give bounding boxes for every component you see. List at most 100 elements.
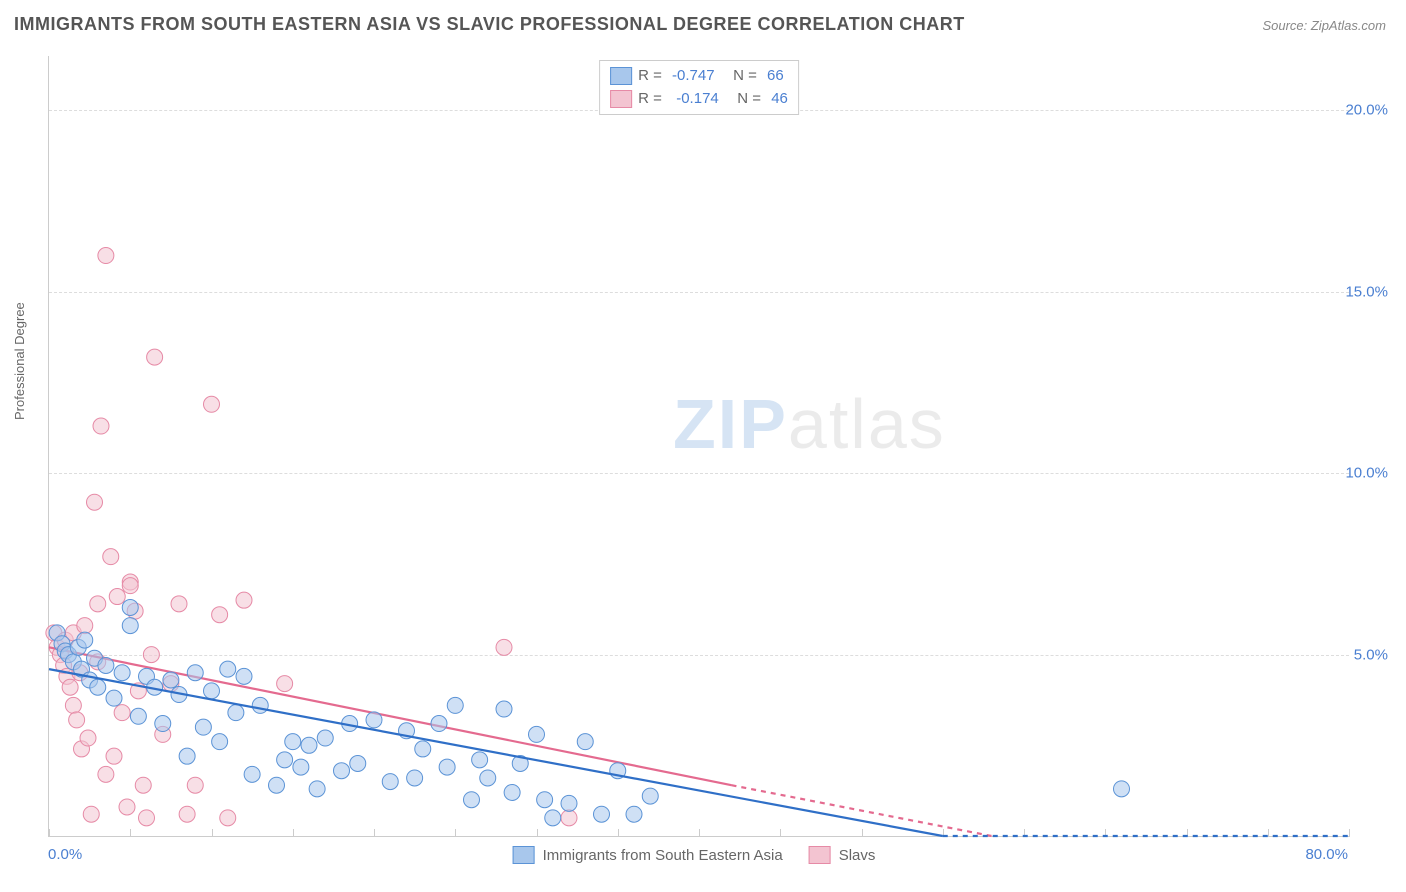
legend-swatch	[610, 67, 632, 85]
legend-swatch	[610, 90, 632, 108]
trend-line	[732, 785, 992, 836]
data-point	[98, 766, 114, 782]
data-point	[106, 690, 122, 706]
data-point	[83, 806, 99, 822]
data-point	[93, 418, 109, 434]
data-point	[90, 596, 106, 612]
data-point	[135, 777, 151, 793]
data-point	[119, 799, 135, 815]
series-legend: Immigrants from South Eastern AsiaSlavs	[513, 846, 894, 864]
data-point	[98, 657, 114, 673]
data-point	[204, 396, 220, 412]
data-point	[65, 697, 81, 713]
data-point	[480, 770, 496, 786]
data-point	[212, 734, 228, 750]
data-point	[212, 607, 228, 623]
data-point	[244, 766, 260, 782]
y-tick-label: 20.0%	[1345, 102, 1388, 119]
data-point	[1114, 781, 1130, 797]
data-point	[195, 719, 211, 735]
data-point	[293, 759, 309, 775]
data-point	[179, 806, 195, 822]
legend-swatch	[809, 846, 831, 864]
y-tick-label: 5.0%	[1354, 646, 1388, 663]
source-label: Source:	[1262, 18, 1310, 33]
x-axis-max-label: 80.0%	[1305, 846, 1348, 863]
data-point	[472, 752, 488, 768]
legend-r-value: -0.174	[676, 88, 719, 111]
data-point	[143, 647, 159, 663]
data-point	[147, 349, 163, 365]
x-axis-min-label: 0.0%	[48, 846, 82, 863]
data-point	[561, 795, 577, 811]
data-point	[114, 705, 130, 721]
data-point	[122, 578, 138, 594]
data-point	[277, 676, 293, 692]
legend-n-label: N =	[725, 88, 765, 111]
data-point	[464, 792, 480, 808]
data-point	[80, 730, 96, 746]
data-point	[350, 755, 366, 771]
data-point	[109, 589, 125, 605]
data-point	[171, 596, 187, 612]
data-point	[187, 665, 203, 681]
data-point	[366, 712, 382, 728]
data-point	[496, 639, 512, 655]
data-point	[220, 810, 236, 826]
data-point	[504, 784, 520, 800]
trend-line	[49, 647, 732, 785]
data-point	[228, 705, 244, 721]
data-point	[77, 632, 93, 648]
legend-r-label: R =	[638, 65, 666, 88]
data-point	[77, 618, 93, 634]
data-point	[415, 741, 431, 757]
source-value: ZipAtlas.com	[1311, 18, 1386, 33]
legend-row: R = -0.747 N = 66	[610, 65, 788, 88]
data-point	[269, 777, 285, 793]
data-point	[130, 708, 146, 724]
data-point	[431, 716, 447, 732]
source-attribution: Source: ZipAtlas.com	[1262, 18, 1386, 33]
data-point	[236, 668, 252, 684]
data-point	[545, 810, 561, 826]
legend-label: Immigrants from South Eastern Asia	[543, 847, 783, 864]
data-point	[122, 599, 138, 615]
data-point	[87, 494, 103, 510]
data-point	[155, 716, 171, 732]
data-point	[407, 770, 423, 786]
legend-n-value: 46	[771, 88, 788, 111]
data-point	[187, 777, 203, 793]
legend-row: R = -0.174 N = 46	[610, 88, 788, 111]
y-tick-label: 10.0%	[1345, 465, 1388, 482]
data-point	[334, 763, 350, 779]
data-point	[122, 618, 138, 634]
legend-n-label: N =	[721, 65, 761, 88]
y-axis-label: Professional Degree	[12, 302, 27, 420]
data-point	[277, 752, 293, 768]
data-point	[439, 759, 455, 775]
chart-title: IMMIGRANTS FROM SOUTH EASTERN ASIA VS SL…	[14, 14, 965, 35]
data-point	[69, 712, 85, 728]
legend-swatch	[513, 846, 535, 864]
data-point	[163, 672, 179, 688]
data-point	[252, 697, 268, 713]
legend-r-label: R =	[638, 88, 670, 111]
data-point	[236, 592, 252, 608]
data-point	[90, 679, 106, 695]
data-point	[103, 549, 119, 565]
data-point	[98, 248, 114, 264]
correlation-legend: R = -0.747 N = 66R = -0.174 N = 46	[599, 60, 799, 115]
data-point	[642, 788, 658, 804]
data-point	[106, 748, 122, 764]
data-point	[626, 806, 642, 822]
data-point	[561, 810, 577, 826]
data-point	[496, 701, 512, 717]
data-point	[447, 697, 463, 713]
data-point	[382, 774, 398, 790]
data-point	[62, 679, 78, 695]
data-point	[537, 792, 553, 808]
data-point	[577, 734, 593, 750]
data-point	[285, 734, 301, 750]
data-point	[139, 810, 155, 826]
data-point	[529, 726, 545, 742]
